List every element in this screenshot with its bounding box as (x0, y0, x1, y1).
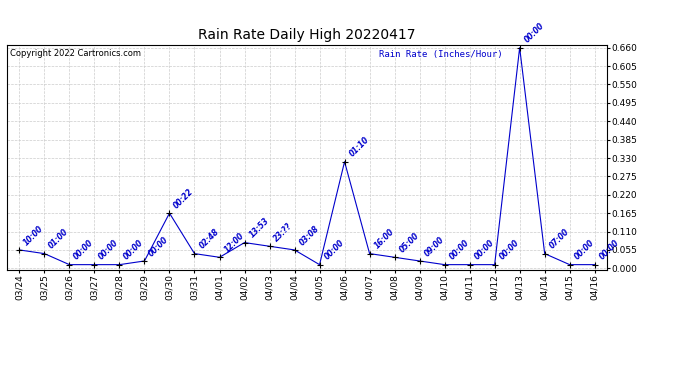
Text: 00:00: 00:00 (322, 238, 346, 262)
Text: 01:10: 01:10 (347, 136, 371, 159)
Text: 00:00: 00:00 (447, 238, 471, 262)
Text: 00:00: 00:00 (473, 238, 495, 262)
Text: 16:00: 16:00 (373, 228, 395, 251)
Text: 02:48: 02:48 (197, 228, 221, 251)
Text: 01:00: 01:00 (47, 228, 70, 251)
Text: 00:00: 00:00 (522, 21, 546, 45)
Text: 07:00: 07:00 (547, 228, 571, 251)
Title: Rain Rate Daily High 20220417: Rain Rate Daily High 20220417 (198, 28, 416, 42)
Text: 00:00: 00:00 (72, 238, 95, 262)
Text: 23:??: 23:?? (273, 221, 295, 243)
Text: 12:00: 12:00 (222, 231, 246, 255)
Text: 00:00: 00:00 (97, 238, 121, 262)
Text: 00:00: 00:00 (122, 238, 146, 262)
Text: Rain Rate (Inches/Hour): Rain Rate (Inches/Hour) (379, 50, 503, 58)
Text: 05:00: 05:00 (397, 231, 421, 255)
Text: 00:00: 00:00 (598, 238, 621, 262)
Text: Copyright 2022 Cartronics.com: Copyright 2022 Cartronics.com (10, 50, 141, 58)
Text: 00:00: 00:00 (573, 238, 595, 262)
Text: 13:53: 13:53 (247, 216, 270, 240)
Text: 00:00: 00:00 (497, 238, 521, 262)
Text: 03:08: 03:08 (297, 224, 321, 247)
Text: 00:22: 00:22 (172, 187, 195, 210)
Text: 09:00: 09:00 (422, 235, 446, 258)
Text: 00:00: 00:00 (147, 235, 170, 258)
Text: 10:00: 10:00 (22, 224, 46, 247)
